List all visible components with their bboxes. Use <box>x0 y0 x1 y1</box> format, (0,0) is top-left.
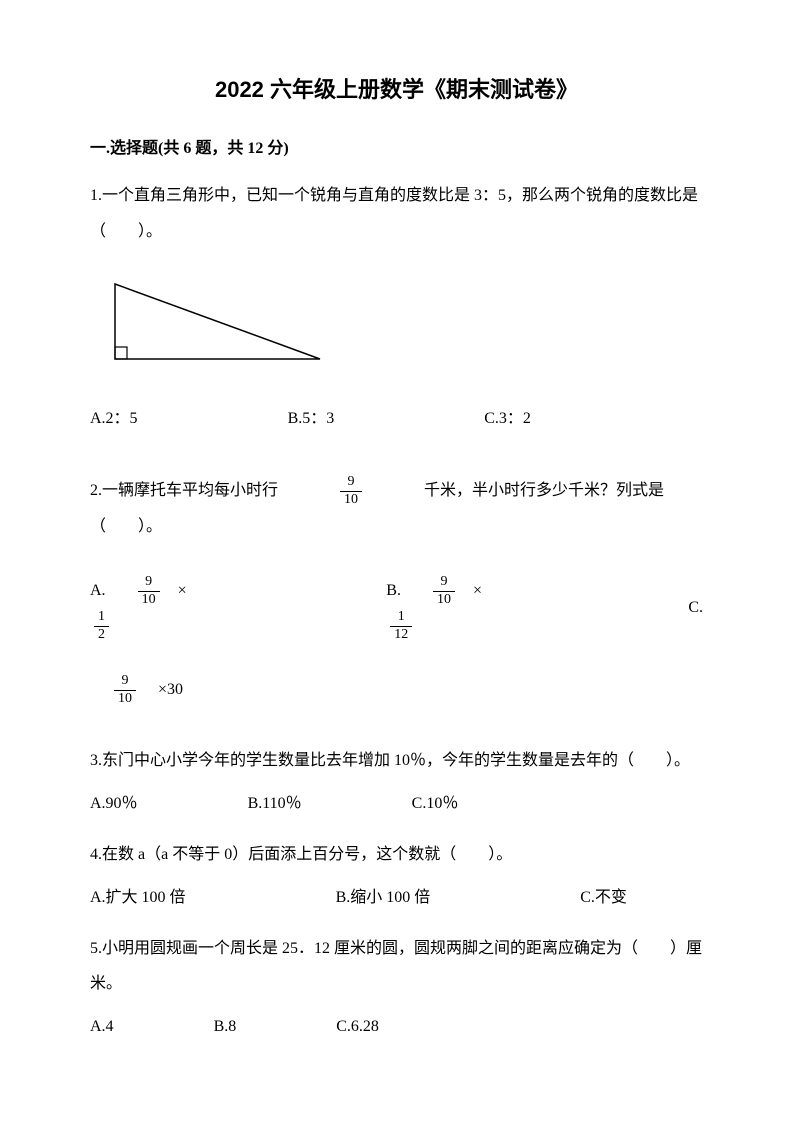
q5-options: A.4 B.8 C.6.28 <box>90 1013 703 1042</box>
q1-triangle <box>110 279 703 375</box>
q1-option-c: C.3：2 <box>484 405 531 434</box>
q2-prefix: 2.一辆摩托车平均每小时行 <box>90 482 278 499</box>
q5-option-b: B.8 <box>214 1013 237 1042</box>
question-2: 2.一辆摩托车平均每小时行 9 10 千米，半小时行多少千米？列式是（ ）。 A… <box>90 473 703 708</box>
q2-text: 2.一辆摩托车平均每小时行 9 10 千米，半小时行多少千米？列式是（ ）。 <box>90 473 703 544</box>
question-3: 3.东门中心小学今年的学生数量比去年增加 10％，今年的学生数量是去年的（ ）。… <box>90 743 703 819</box>
q5-option-a: A.4 <box>90 1013 114 1042</box>
question-1: 1.一个直角三角形中，已知一个锐角与直角的度数比是 3：5，那么两个锐角的度数比… <box>90 178 703 433</box>
q3-options: A.90％ B.110％ C.10％ <box>90 790 703 819</box>
q1-option-b: B.5：3 <box>288 405 335 434</box>
q3-option-c: C.10％ <box>412 790 459 819</box>
q2-fraction: 9 10 <box>340 474 362 509</box>
q3-option-b: B.110％ <box>248 790 302 819</box>
q2-option-a: A. 9 10 × 1 2 <box>90 574 216 643</box>
q2-options: A. 9 10 × 1 2 B. 9 10 × 1 12 <box>90 574 703 643</box>
section-1-header: 一.选择题(共 6 题，共 12 分) <box>90 135 703 164</box>
exam-title: 2022 六年级上册数学《期末测试卷》 <box>90 70 703 110</box>
question-4: 4.在数 a（a 不等于 0）后面添上百分号，这个数就（ ）。 A.扩大 100… <box>90 837 703 913</box>
q4-options: A.扩大 100 倍 B.缩小 100 倍 C.不变 <box>90 884 703 913</box>
q1-options: A.2：5 B.5：3 C.3：2 <box>90 405 703 434</box>
q1-text: 1.一个直角三角形中，已知一个锐角与直角的度数比是 3：5，那么两个锐角的度数比… <box>90 178 703 248</box>
right-triangle-icon <box>110 279 330 364</box>
q2-option-b: B. 9 10 × 1 12 <box>386 574 518 643</box>
q5-option-c: C.6.28 <box>336 1013 379 1042</box>
q1-option-a: A.2：5 <box>90 405 138 434</box>
q3-option-a: A.90％ <box>90 790 138 819</box>
question-5: 5.小明用圆规画一个周长是 25．12 厘米的圆，圆规两脚之间的距离应确定为（ … <box>90 931 703 1042</box>
q2-option-c-body: 9 10 ×30 <box>110 673 703 708</box>
q4-option-a: A.扩大 100 倍 <box>90 884 186 913</box>
q3-text: 3.东门中心小学今年的学生数量比去年增加 10％，今年的学生数量是去年的（ ）。 <box>90 743 703 778</box>
q4-option-b: B.缩小 100 倍 <box>336 884 431 913</box>
q4-text: 4.在数 a（a 不等于 0）后面添上百分号，这个数就（ ）。 <box>90 837 703 872</box>
q4-option-c: C.不变 <box>580 884 627 913</box>
q5-text: 5.小明用圆规画一个周长是 25．12 厘米的圆，圆规两脚之间的距离应确定为（ … <box>90 931 703 1001</box>
q2-option-c-label: C. <box>688 594 703 623</box>
